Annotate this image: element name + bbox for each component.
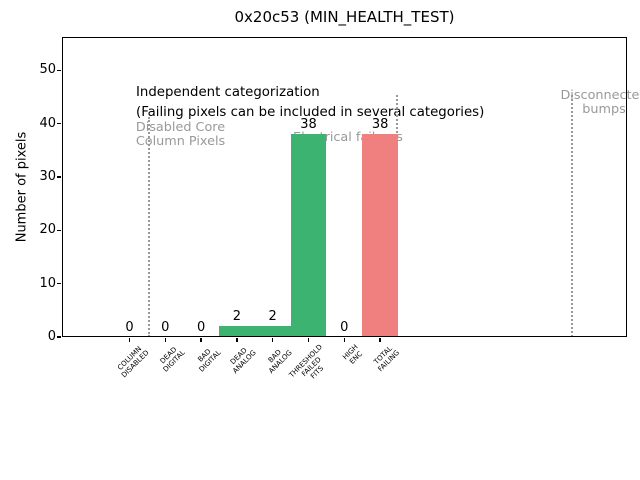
- x-tick-mark: [343, 338, 345, 342]
- bar-value-label: 0: [340, 320, 349, 335]
- section-divider-line: [148, 117, 150, 337]
- plot-area: Independent categorization (Failing pixe…: [62, 37, 640, 337]
- y-tick-mark: [57, 229, 61, 231]
- y-tick-mark: [57, 336, 61, 338]
- y-tick-mark: [57, 69, 61, 71]
- bar: [219, 326, 255, 337]
- bar-value-label: 2: [232, 309, 242, 325]
- chart-title: 0x20c53 (MIN_HEALTH_TEST): [234, 8, 455, 26]
- section-label-disabled-core: Disabled Core Column Pixels: [135, 120, 226, 149]
- bar-value-label: 2: [268, 309, 277, 325]
- x-tick-mark: [379, 338, 381, 342]
- x-tick-mark: [164, 338, 166, 342]
- x-tick-mark: [128, 338, 131, 342]
- bar: [362, 134, 398, 337]
- bar: [254, 326, 291, 337]
- x-tick-mark: [272, 338, 274, 342]
- x-tick-mark: [307, 338, 310, 342]
- bar: [290, 134, 327, 337]
- bar-value-label: 0: [125, 320, 134, 335]
- annotation-note-line1: Independent categorization: [136, 85, 320, 100]
- x-tick-mark: [200, 338, 202, 342]
- bar-value-label: 0: [196, 320, 206, 335]
- section-label-disconnected-bumps: Disconnected bumps: [560, 88, 640, 117]
- section-label-electrical-failures: Electrical failures: [293, 130, 403, 145]
- bar-value-label: 38: [300, 117, 317, 133]
- y-tick-label: 0: [47, 329, 56, 344]
- y-tick-label: 50: [39, 62, 56, 78]
- bar-value-label: 38: [371, 117, 389, 133]
- y-tick-mark: [57, 283, 61, 285]
- y-tick-mark: [57, 123, 61, 125]
- x-tick-mark: [236, 338, 238, 342]
- section-divider-line: [571, 95, 573, 337]
- y-tick-label: 30: [39, 169, 56, 184]
- axes-frame: [62, 37, 627, 337]
- y-tick-label: 10: [39, 275, 56, 291]
- bar-value-label: 0: [161, 320, 170, 335]
- y-tick-mark: [57, 176, 61, 178]
- y-tick-label: 40: [39, 115, 56, 131]
- y-tick-label: 20: [39, 222, 56, 238]
